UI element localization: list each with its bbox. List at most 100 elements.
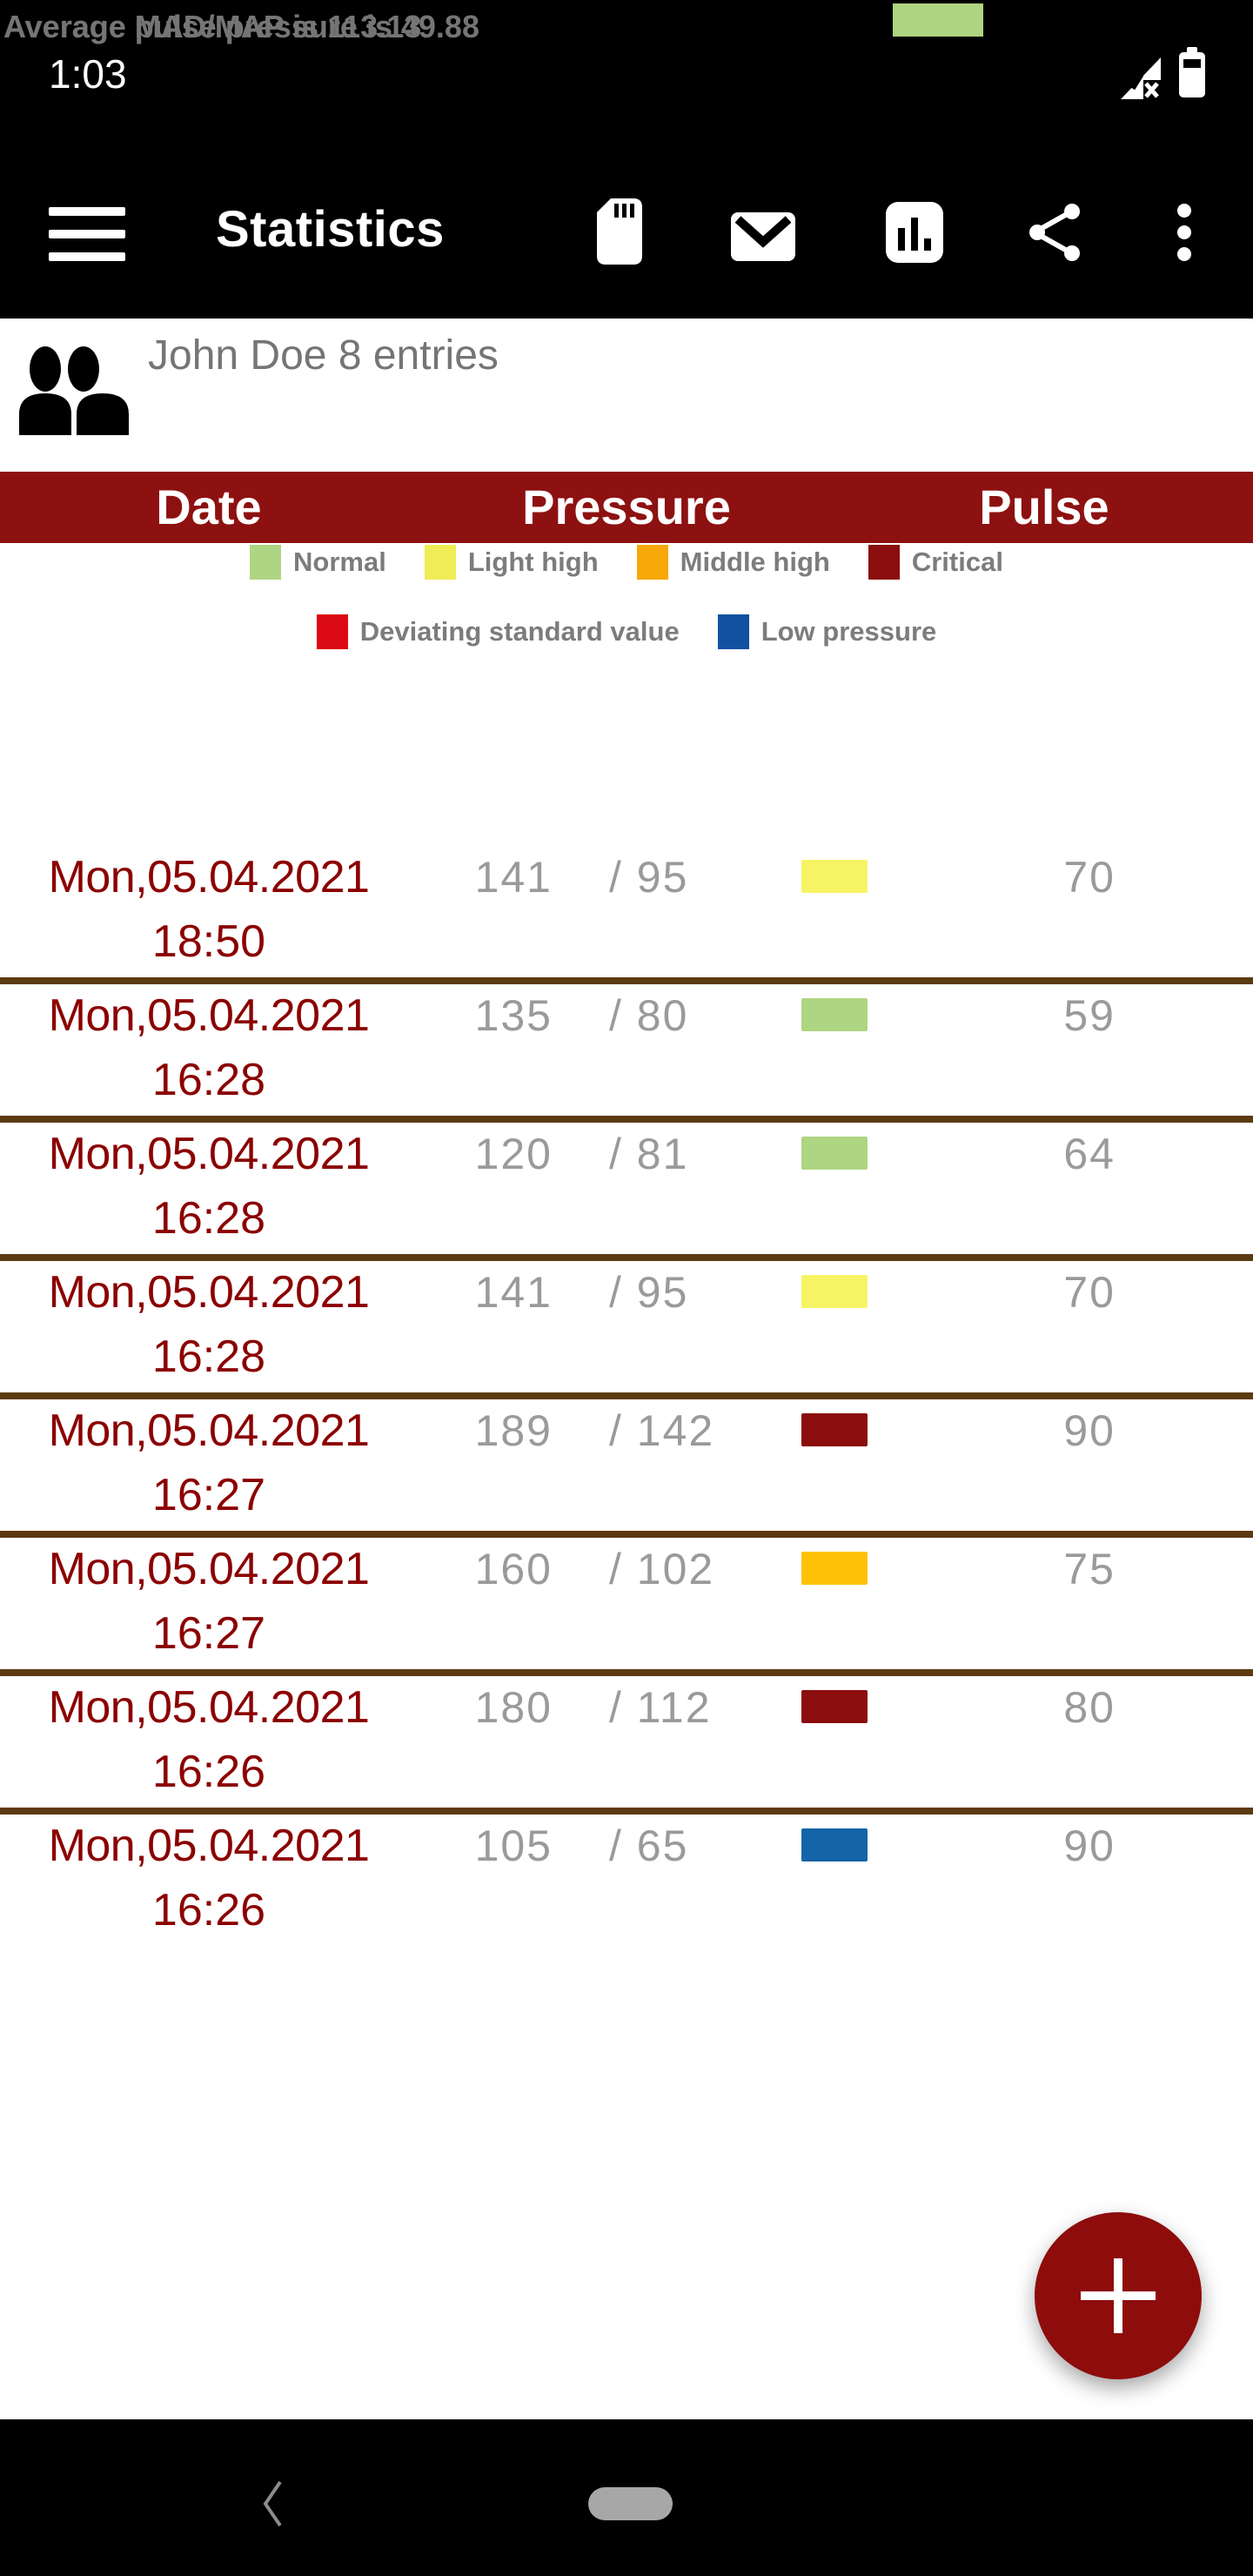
legend-row-1: Normal Light high Middle high Critical	[0, 543, 1253, 581]
legend-color-chip	[717, 614, 749, 649]
legend-label: Low pressure	[761, 616, 937, 647]
legend-label: Middle high	[680, 547, 830, 577]
top-bar: 1:03 Statistics	[0, 0, 1253, 319]
home-pill[interactable]	[588, 2487, 673, 2520]
row-date: Mon,05.04.2021	[48, 1821, 370, 1871]
row-time: 16:26	[151, 1747, 266, 1797]
status-icons	[1121, 47, 1208, 104]
legend-label: Critical	[911, 547, 1003, 577]
legend-label: Normal	[293, 547, 386, 577]
legend-color-chip	[316, 614, 348, 649]
legend-label: Deviating standard value	[359, 616, 680, 647]
sd-card-export-icon[interactable]	[597, 198, 642, 269]
row-diastolic: / 80	[609, 991, 689, 1040]
row-category-chip	[801, 1413, 868, 1446]
row-systolic: 120	[474, 1130, 553, 1178]
row-time: 16:27	[151, 1608, 266, 1659]
table-header: Date Pressure Pulse	[0, 472, 1253, 543]
row-diastolic: / 95	[609, 853, 689, 902]
row-category-chip	[801, 998, 868, 1031]
row-systolic: 105	[474, 1821, 553, 1870]
row-systolic: 141	[474, 853, 553, 902]
row-diastolic: / 142	[609, 1406, 715, 1455]
plus-icon	[1081, 2258, 1156, 2333]
average-mad-map-text: Average MAD/MAP is 113.13	[3, 9, 422, 44]
back-icon[interactable]	[261, 2479, 284, 2533]
legend-item: Light high	[424, 543, 599, 581]
row-time: 18:50	[151, 916, 266, 967]
row-systolic: 180	[474, 1683, 553, 1732]
measurement-row[interactable]: Mon,05.04.2021 16:26 105 / 65 90	[0, 1815, 1253, 1946]
row-systolic: 141	[474, 1268, 553, 1317]
legend-color-chip	[424, 545, 456, 580]
patient-summary: John Doe 8 entries	[148, 332, 499, 379]
row-systolic: 160	[474, 1545, 553, 1593]
row-pulse: 75	[1063, 1545, 1116, 1593]
row-category-chip	[801, 1275, 868, 1308]
row-pulse: 80	[1063, 1683, 1116, 1732]
row-time: 16:28	[151, 1055, 266, 1105]
bar-chart-icon[interactable]	[886, 202, 943, 267]
row-systolic: 189	[474, 1406, 553, 1455]
col-header-pressure: Pressure	[522, 480, 731, 534]
legend-item: Deviating standard value	[316, 613, 680, 651]
measurement-row[interactable]: Mon,05.04.2021 18:50 141 / 95 70	[0, 846, 1253, 984]
row-systolic: 135	[474, 991, 553, 1040]
legend-label: Light high	[467, 547, 599, 577]
average-pulse-pressure-row: Average pulse pressure is 49.88	[0, 0, 1253, 54]
row-pulse: 70	[1063, 853, 1116, 902]
col-header-pulse: Pulse	[979, 480, 1109, 534]
share-icon[interactable]	[1029, 204, 1081, 265]
menu-icon[interactable]	[49, 207, 125, 261]
measurement-row[interactable]: Mon,05.04.2021 16:28 135 / 80 59	[0, 984, 1253, 1123]
legend-color-chip	[868, 545, 900, 580]
measurement-row[interactable]: Mon,05.04.2021 16:27 160 / 102 75	[0, 1538, 1253, 1676]
row-time: 16:26	[151, 1885, 266, 1935]
row-date: Mon,05.04.2021	[48, 1544, 370, 1594]
row-category-chip	[801, 1828, 868, 1862]
status-clock: 1:03	[49, 51, 127, 97]
row-time: 16:28	[151, 1332, 266, 1382]
overflow-menu-icon[interactable]	[1176, 204, 1192, 265]
legend-item: Low pressure	[717, 613, 937, 651]
average-pulse-pressure-text: Average pulse pressure is 49.88	[3, 9, 479, 44]
people-icon	[12, 346, 143, 439]
row-time: 16:27	[151, 1470, 266, 1520]
legend-item: Middle high	[636, 543, 830, 581]
row-diastolic: / 65	[609, 1821, 689, 1870]
add-entry-button[interactable]	[1035, 2212, 1202, 2379]
legend-color-chip	[250, 545, 282, 580]
row-diastolic: / 95	[609, 1268, 689, 1317]
row-pulse: 90	[1063, 1821, 1116, 1870]
battery-icon	[1176, 47, 1208, 104]
row-time: 16:28	[151, 1193, 266, 1244]
measurement-row[interactable]: Mon,05.04.2021 16:28 120 / 81 64	[0, 1123, 1253, 1261]
measurement-list: Mon,05.04.2021 18:50 141 / 95 70 Mon,05.…	[0, 846, 1253, 1946]
row-date: Mon,05.04.2021	[48, 852, 370, 902]
row-date: Mon,05.04.2021	[48, 990, 370, 1041]
legend-item: Critical	[868, 543, 1003, 581]
row-category-chip	[801, 860, 868, 893]
average-pulse-pressure-chip	[893, 3, 983, 37]
legend-item: Normal	[250, 543, 386, 581]
measurement-row[interactable]: Mon,05.04.2021 16:28 141 / 95 70	[0, 1261, 1253, 1399]
row-category-chip	[801, 1552, 868, 1585]
row-pulse: 90	[1063, 1406, 1116, 1455]
measurement-row[interactable]: Mon,05.04.2021 16:26 180 / 112 80	[0, 1676, 1253, 1815]
row-pulse: 64	[1063, 1130, 1116, 1178]
row-pulse: 70	[1063, 1268, 1116, 1317]
row-category-chip	[801, 1137, 868, 1170]
legend-color-chip	[636, 545, 668, 580]
page-title: Statistics	[216, 201, 445, 258]
row-diastolic: / 112	[609, 1683, 712, 1732]
row-pulse: 59	[1063, 991, 1116, 1040]
row-date: Mon,05.04.2021	[48, 1405, 370, 1456]
row-date: Mon,05.04.2021	[48, 1129, 370, 1179]
row-date: Mon,05.04.2021	[48, 1267, 370, 1318]
row-category-chip	[801, 1690, 868, 1723]
measurement-row[interactable]: Mon,05.04.2021 16:27 189 / 142 90	[0, 1399, 1253, 1538]
col-header-date: Date	[156, 480, 262, 534]
email-icon[interactable]	[731, 212, 795, 265]
row-diastolic: / 102	[609, 1545, 715, 1593]
legend-row-2: Deviating standard value Low pressure	[0, 613, 1253, 651]
